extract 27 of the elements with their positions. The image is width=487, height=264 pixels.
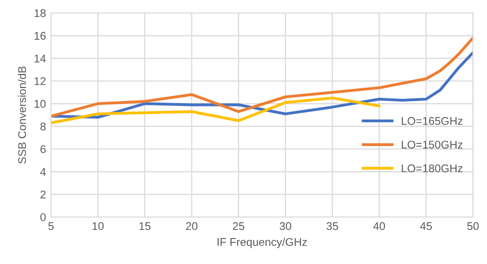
legend-label: LO=150GHz bbox=[402, 140, 462, 149]
line-series bbox=[51, 36, 473, 118]
x-tick-label: 5 bbox=[48, 222, 54, 230]
y-tick-label: 16 bbox=[34, 32, 46, 40]
x-tick-label: 35 bbox=[326, 222, 338, 230]
y-tick-label: 2 bbox=[40, 190, 46, 198]
x-tick-label: 20 bbox=[186, 222, 198, 230]
y-tick-label: 12 bbox=[34, 77, 46, 86]
x-tick-label: 25 bbox=[232, 222, 244, 230]
x-tick-label: 40 bbox=[373, 222, 385, 230]
legend-label: LO=180GHz bbox=[402, 164, 462, 172]
legend-label: LO=165GHz bbox=[402, 117, 462, 125]
x-tick-label: 15 bbox=[139, 222, 150, 230]
x-axis-title: IF Frequency/GHz bbox=[218, 238, 307, 248]
y-tick-label: 8 bbox=[40, 122, 46, 130]
y-tick-label: 18 bbox=[34, 9, 46, 18]
x-tick-label: 50 bbox=[467, 222, 479, 230]
x-tick-label: 30 bbox=[280, 222, 292, 230]
x-tick-label: 45 bbox=[420, 222, 432, 230]
y-tick-label: 14 bbox=[34, 54, 46, 62]
y-tick-label: 0 bbox=[40, 213, 46, 222]
y-tick-label: 6 bbox=[40, 145, 46, 154]
y-tick-label: 10 bbox=[34, 100, 46, 108]
y-tick-label: 4 bbox=[40, 168, 46, 176]
y-axis-title: SSB Conversion/dB bbox=[18, 66, 26, 164]
x-tick-label: 10 bbox=[92, 222, 104, 230]
line-series bbox=[51, 96, 381, 124]
